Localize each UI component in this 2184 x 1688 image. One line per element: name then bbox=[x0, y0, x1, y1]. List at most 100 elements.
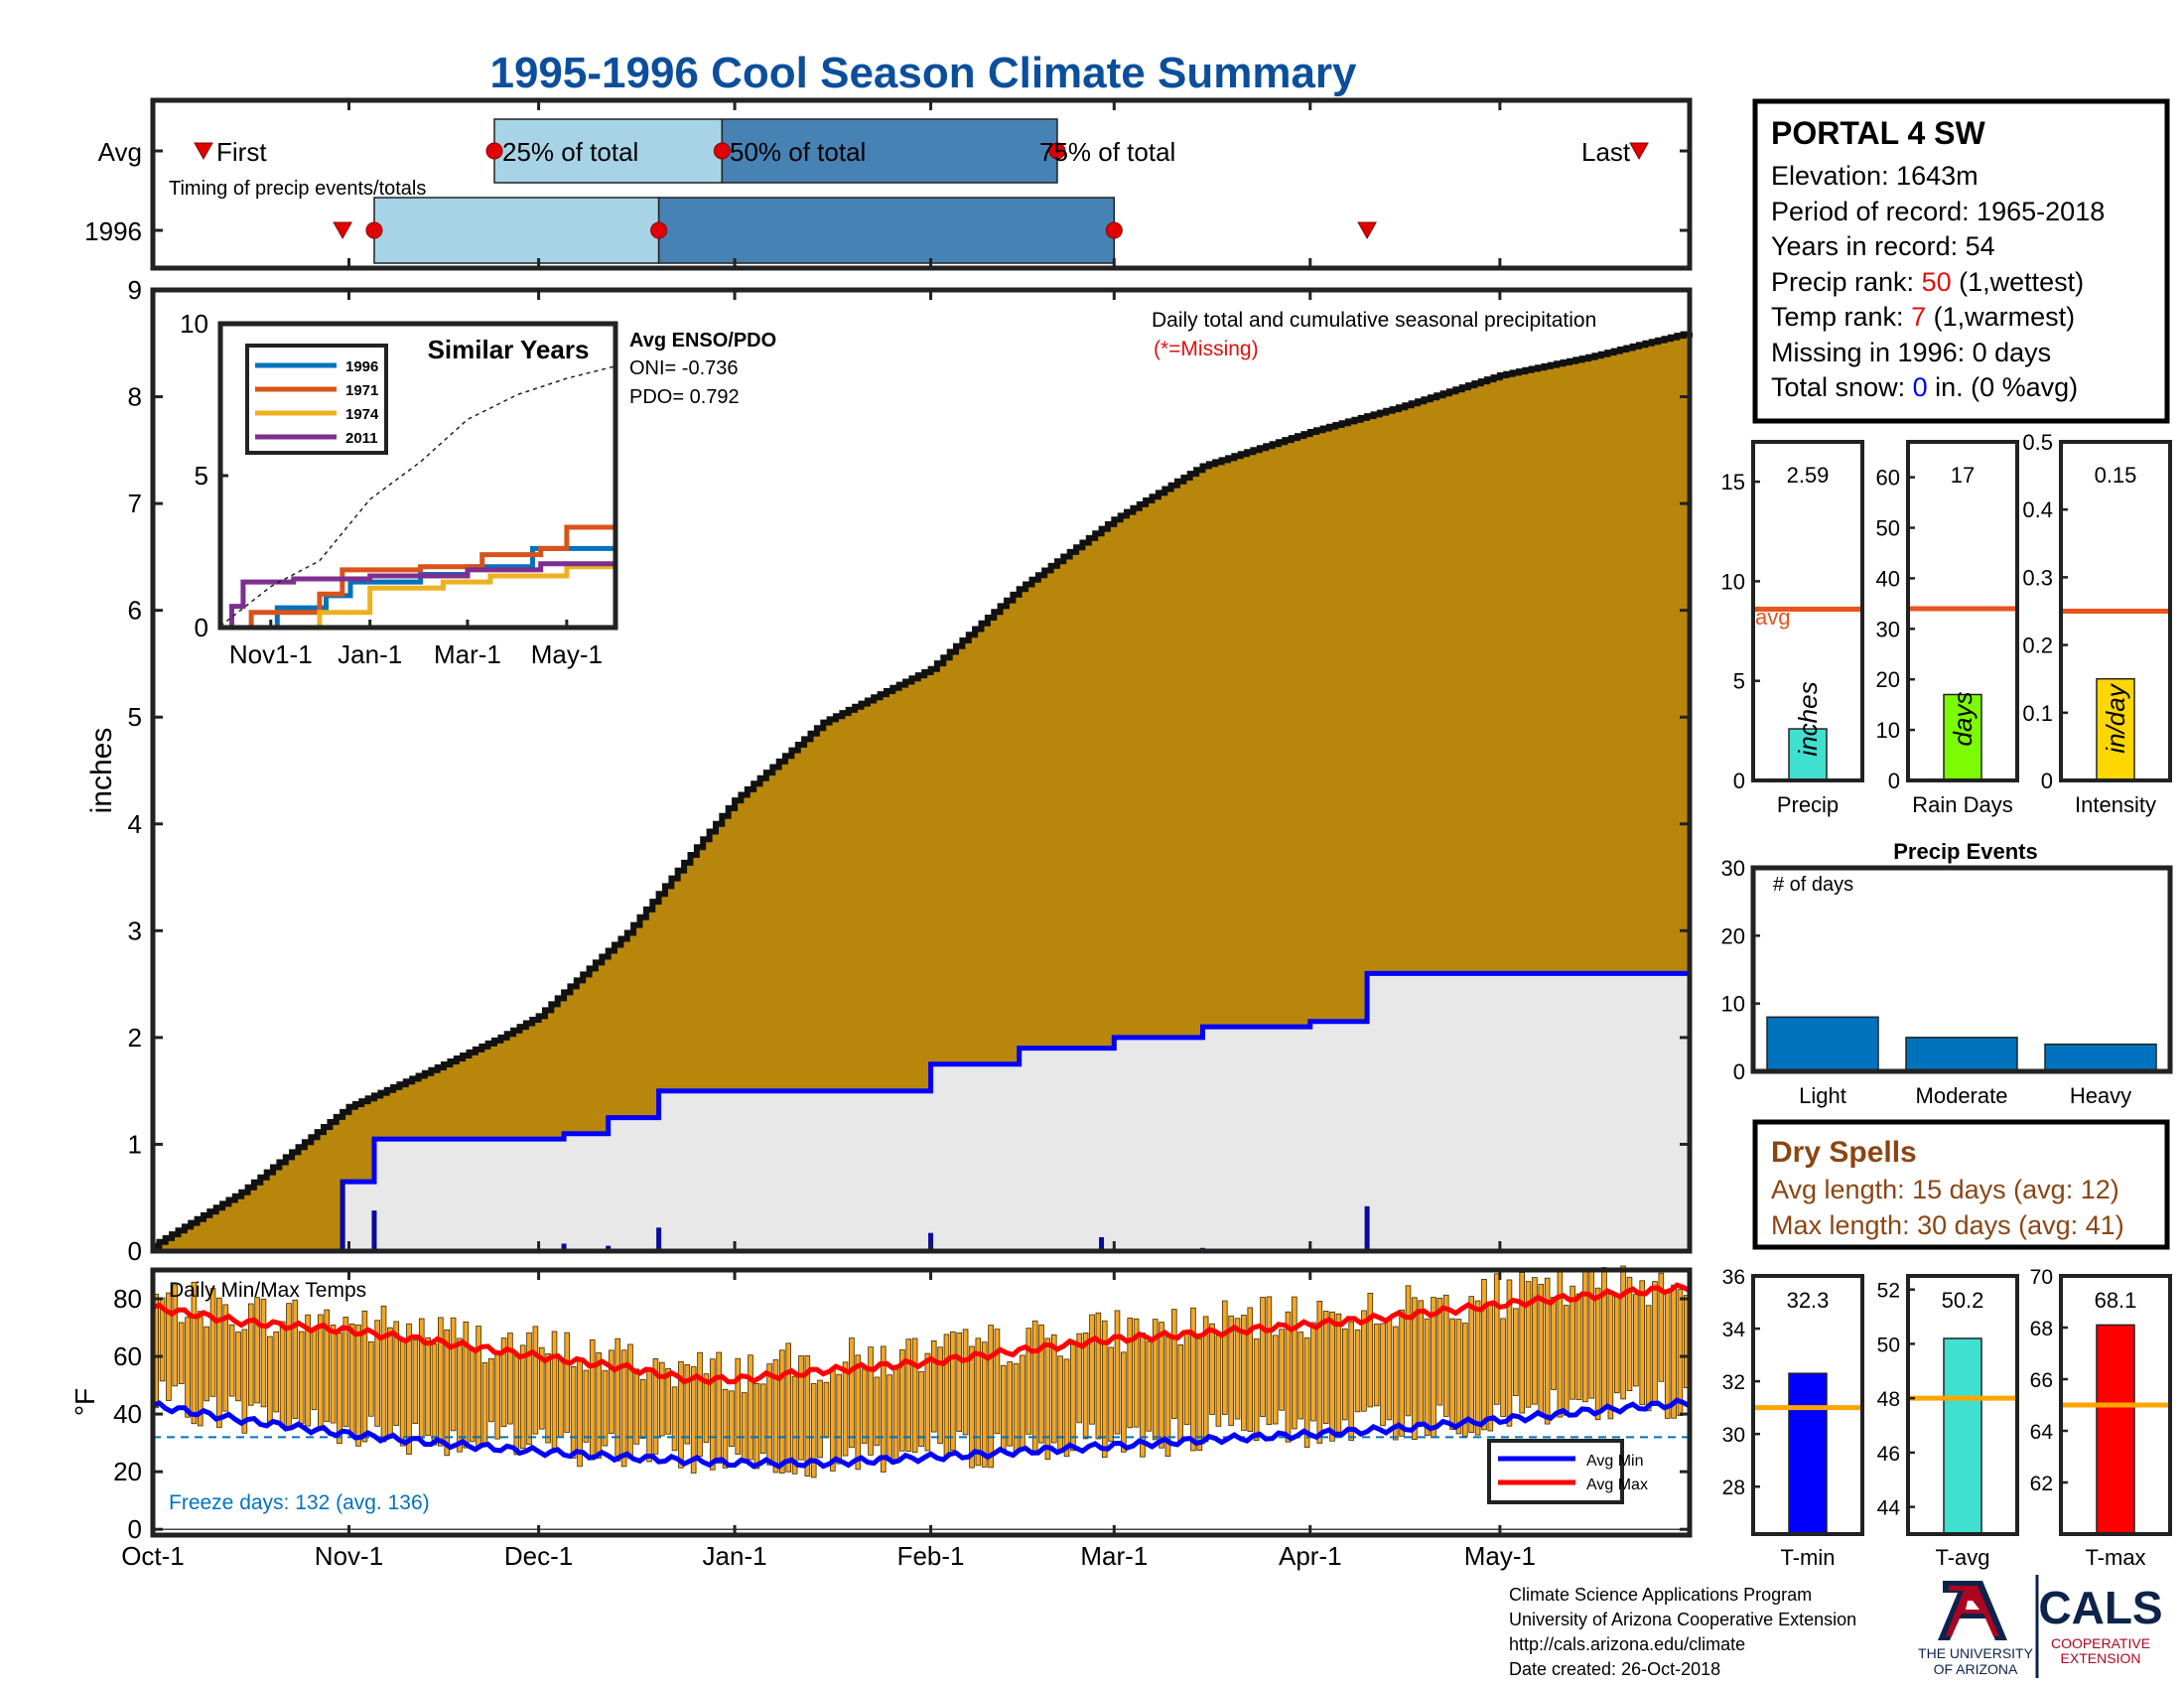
daily-temp-bar bbox=[178, 1322, 185, 1384]
events-tick-label: 0 bbox=[1733, 1059, 1745, 1084]
daily-temp-bar bbox=[627, 1343, 633, 1459]
main-ytick-label: 6 bbox=[128, 596, 142, 626]
summary-tick-label-1: 20 bbox=[1876, 667, 1900, 692]
daily-temp-bar bbox=[1405, 1285, 1412, 1417]
temp-bar-tick-label-2: 68 bbox=[2030, 1318, 2053, 1340]
daily-temp-bar bbox=[703, 1373, 710, 1444]
temp-ytick-label: 60 bbox=[113, 1341, 142, 1371]
daily-temp-bar bbox=[367, 1340, 374, 1417]
daily-temp-bar bbox=[804, 1355, 811, 1477]
daily-temp-bar bbox=[589, 1338, 596, 1461]
inset-legend-label-1971: 1971 bbox=[345, 382, 378, 399]
daily-temp-bar bbox=[791, 1375, 798, 1475]
summary-tick-label-2: 0.5 bbox=[2022, 430, 2053, 455]
footer-line-2: University of Arizona Cooperative Extens… bbox=[1509, 1610, 1856, 1629]
daily-temp-bar bbox=[994, 1329, 1001, 1435]
legend-avg-min: Avg Min bbox=[1586, 1453, 1644, 1470]
daily-temp-bar bbox=[1373, 1324, 1380, 1407]
timing-avg-quartile-marker bbox=[713, 142, 731, 160]
temp-bar-value-0: 32.3 bbox=[1787, 1288, 1830, 1313]
daily-temp-bar bbox=[716, 1351, 722, 1465]
daily-temp-bar bbox=[646, 1368, 652, 1463]
timing-1996-q1-box bbox=[373, 197, 660, 264]
summary-tick-label-2: 0.3 bbox=[2022, 565, 2053, 590]
main-ytick-label: 8 bbox=[128, 382, 142, 412]
summary-tick-label-2: 0 bbox=[2041, 769, 2053, 793]
temp-bar-label-0: T-min bbox=[1781, 1545, 1836, 1570]
daily-temp-bar bbox=[1070, 1343, 1076, 1452]
daily-temp-bar bbox=[830, 1369, 836, 1472]
daily-temp-bar bbox=[1228, 1315, 1234, 1426]
inset-xtick-label: Mar-1 bbox=[434, 639, 501, 669]
temp-bar-tick-label-1: 50 bbox=[1877, 1334, 1900, 1356]
daily-temp-bar bbox=[943, 1334, 950, 1459]
daily-temp-bar bbox=[1076, 1333, 1083, 1424]
daily-temp-bar bbox=[286, 1303, 292, 1429]
daily-temp-bar bbox=[1386, 1317, 1393, 1421]
daily-temp-bar bbox=[545, 1352, 551, 1444]
daily-temp-bar bbox=[1431, 1297, 1436, 1439]
daily-temp-bar bbox=[1594, 1287, 1601, 1421]
daily-temp-bar bbox=[1335, 1313, 1342, 1433]
daily-temp-bar bbox=[209, 1288, 216, 1397]
daily-temp-bar bbox=[665, 1367, 671, 1435]
snow-note: in. (0 %avg) bbox=[1928, 372, 2079, 402]
inset-xtick-label: Nov1-1 bbox=[229, 639, 313, 669]
daily-temp-bar bbox=[1322, 1311, 1329, 1424]
daily-temp-bar bbox=[438, 1317, 444, 1447]
daily-temp-bar bbox=[1329, 1311, 1335, 1442]
temps-y-axis: 0 20 40 60 80 bbox=[113, 1284, 1690, 1544]
daily-temp-bar bbox=[1551, 1296, 1557, 1390]
daily-temp-bar bbox=[342, 1317, 349, 1428]
daily-temp-bar bbox=[1563, 1305, 1570, 1416]
daily-temp-bar bbox=[425, 1336, 431, 1437]
daily-temp-bar bbox=[564, 1332, 571, 1433]
timing-1996-quartile-marker bbox=[1105, 221, 1123, 239]
summary-tick-label-2: 0.1 bbox=[2022, 701, 2053, 726]
temps-label: Daily Min/Max Temps bbox=[169, 1279, 366, 1302]
main-ytick-label: 0 bbox=[128, 1236, 142, 1266]
daily-temp-bar bbox=[1221, 1300, 1228, 1415]
daily-temp-bar bbox=[1412, 1297, 1418, 1441]
inset-avg-line bbox=[219, 365, 616, 628]
daily-temp-bar bbox=[185, 1317, 191, 1418]
daily-temp-bar bbox=[729, 1390, 735, 1448]
daily-temp-bar bbox=[532, 1326, 539, 1435]
events-plot: Light Moderate Heavy 0 10 20 30 bbox=[1721, 856, 2157, 1108]
daily-temp-bar bbox=[892, 1368, 899, 1465]
daily-temp-bar bbox=[950, 1331, 956, 1452]
daily-temp-bar bbox=[1474, 1300, 1481, 1436]
timing-1996-quartile-marker bbox=[650, 221, 668, 239]
daily-temp-bar bbox=[1095, 1312, 1102, 1440]
main-precip-chart: 0 1 2 3 4 5 6 7 8 9 inches Daily total and cumula… bbox=[85, 275, 1693, 1266]
temp-bar-frame-2 bbox=[2059, 1274, 2172, 1536]
daily-temp-bar bbox=[1196, 1337, 1203, 1452]
x-tick-label: Jan-1 bbox=[703, 1541, 767, 1571]
main-y-axis: 0 1 2 3 4 5 6 7 8 9 bbox=[128, 275, 1690, 1266]
snow-label: Total snow: bbox=[1771, 372, 1913, 402]
timing-1996-first-marker bbox=[333, 221, 352, 240]
daily-temp-bar bbox=[1418, 1300, 1425, 1424]
daily-temp-bar bbox=[1354, 1329, 1361, 1413]
temp-rank-note: (1,warmest) bbox=[1926, 302, 2075, 332]
daily-temp-bar bbox=[431, 1343, 438, 1446]
inset-xtick-label: May-1 bbox=[531, 639, 603, 669]
summary-label-0: Precip bbox=[1777, 792, 1839, 817]
main-frame bbox=[150, 287, 1693, 1254]
daily-temp-bar bbox=[1177, 1344, 1183, 1441]
temp-ytick-label: 0 bbox=[128, 1514, 142, 1544]
timing-label-first: First bbox=[216, 137, 267, 167]
daily-temp-bar bbox=[1664, 1289, 1671, 1419]
timing-row-label-avg: Avg bbox=[98, 137, 142, 167]
x-tick-label: Dec-1 bbox=[504, 1541, 573, 1571]
daily-temp-bar bbox=[911, 1337, 918, 1453]
daily-temp-bar bbox=[614, 1337, 621, 1462]
daily-temp-bar bbox=[671, 1386, 678, 1452]
daily-temp-bar bbox=[1292, 1296, 1297, 1430]
temp-ytick-label: 20 bbox=[113, 1457, 142, 1486]
daily-temp-bar bbox=[759, 1383, 766, 1455]
temp-bar-label-2: T-max bbox=[2085, 1545, 2145, 1570]
inset-series-1996 bbox=[220, 545, 615, 631]
daily-temp-bar bbox=[355, 1324, 361, 1447]
ua-logo-a-counter bbox=[1966, 1601, 1979, 1610]
